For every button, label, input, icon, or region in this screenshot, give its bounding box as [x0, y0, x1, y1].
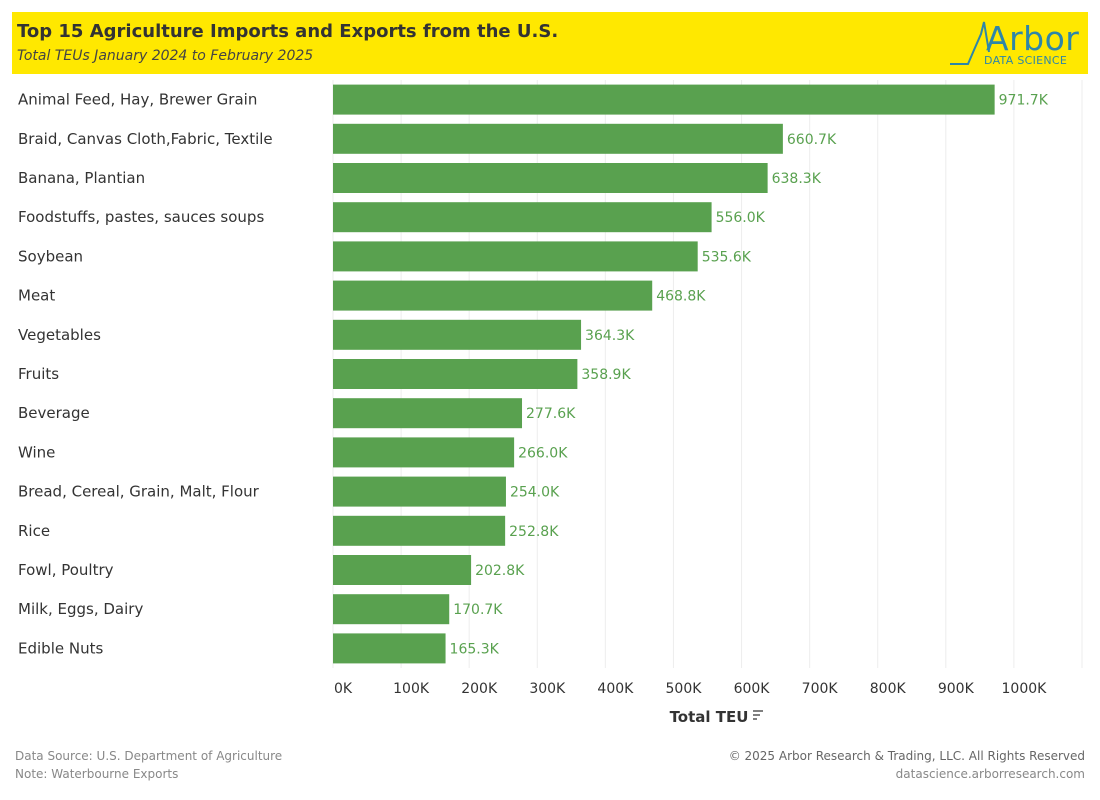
category-label: Foodstuffs, pastes, sauces soups — [18, 208, 264, 226]
logo-line-icon — [950, 21, 990, 65]
bar — [333, 555, 472, 585]
category-label: Bread, Cereal, Grain, Malt, Flour — [18, 483, 260, 501]
x-tick-label: 700K — [802, 681, 839, 697]
footer-note: Note: Waterbourne Exports — [15, 767, 179, 781]
value-label: 277.6K — [526, 406, 576, 422]
value-label: 266.0K — [518, 445, 568, 461]
chart-subtitle: Total TEUs January 2024 to February 2025 — [17, 48, 314, 64]
footer-right: © 2025 Arbor Research & Trading, LLC. Al… — [729, 747, 1085, 783]
chart-header: Top 15 Agriculture Imports and Exports f… — [12, 12, 1088, 74]
x-axis-title: Total TEU — [670, 708, 749, 726]
x-tick-label: 600K — [734, 681, 771, 697]
x-tick-label: 100K — [393, 681, 430, 697]
value-label: 660.7K — [787, 132, 837, 148]
bar — [333, 437, 515, 468]
x-tick-label: 0K — [334, 681, 353, 697]
bar — [333, 84, 995, 115]
logo-subtitle: DATA SCIENCE — [984, 54, 1068, 67]
bar — [333, 359, 578, 389]
value-label: 535.6K — [702, 249, 752, 265]
x-tick-label: 300K — [529, 681, 566, 697]
value-label: 638.3K — [772, 171, 822, 187]
bar — [333, 515, 506, 546]
value-label: 254.0K — [510, 485, 560, 501]
category-label: Beverage — [18, 404, 90, 422]
value-label: 170.7K — [453, 602, 503, 618]
footer-left: Data Source: U.S. Department of Agricult… — [15, 747, 282, 783]
category-label: Vegetables — [18, 326, 101, 344]
arbor-logo: Arbor DATA SCIENCE — [948, 14, 1083, 72]
data-source: Data Source: U.S. Department of Agricult… — [15, 749, 283, 763]
value-label: 971.7K — [999, 93, 1049, 109]
bar — [333, 163, 768, 193]
category-label: Braid, Canvas Cloth,Fabric, Textile — [18, 130, 273, 148]
category-label: Meat — [18, 287, 55, 305]
bar — [333, 280, 653, 311]
category-label: Fowl, Poultry — [18, 561, 114, 579]
chart-title: Top 15 Agriculture Imports and Exports f… — [17, 21, 559, 42]
bar — [333, 202, 712, 233]
category-label: Wine — [18, 443, 55, 461]
bar — [333, 398, 523, 429]
bar — [333, 476, 506, 507]
value-label: 468.8K — [656, 289, 706, 305]
bar — [333, 241, 698, 272]
footer-url: datascience.arborresearch.com — [895, 767, 1085, 781]
x-tick-label: 200K — [461, 681, 498, 697]
bar — [333, 594, 450, 625]
bar — [333, 633, 446, 664]
x-tick-label: 800K — [870, 681, 907, 697]
value-label: 358.9K — [581, 367, 631, 383]
category-label: Rice — [18, 522, 50, 540]
category-label: Fruits — [18, 365, 59, 383]
value-label: 364.3K — [585, 328, 635, 344]
category-label: Animal Feed, Hay, Brewer Grain — [18, 91, 257, 109]
category-label: Soybean — [18, 247, 83, 265]
bar-chart: Animal Feed, Hay, Brewer Grain 971.7K Brai… — [18, 80, 1083, 726]
bar — [333, 319, 582, 350]
value-label: 165.3K — [450, 641, 500, 657]
x-tick-label: 900K — [938, 681, 975, 697]
bar — [333, 123, 783, 154]
value-label: 252.8K — [509, 524, 559, 540]
copyright: © 2025 Arbor Research & Trading, LLC. Al… — [728, 749, 1085, 763]
value-label: 556.0K — [716, 210, 766, 226]
x-tick-label: 1000K — [1002, 681, 1048, 697]
value-label: 202.8K — [475, 563, 525, 579]
x-tick-label: 400K — [597, 681, 634, 697]
category-label: Milk, Eggs, Dairy — [18, 600, 143, 618]
x-tick-label: 500K — [666, 681, 703, 697]
category-label: Banana, Plantian — [18, 169, 145, 187]
category-label: Edible Nuts — [18, 639, 103, 657]
logo-word: Arbor — [986, 19, 1080, 58]
